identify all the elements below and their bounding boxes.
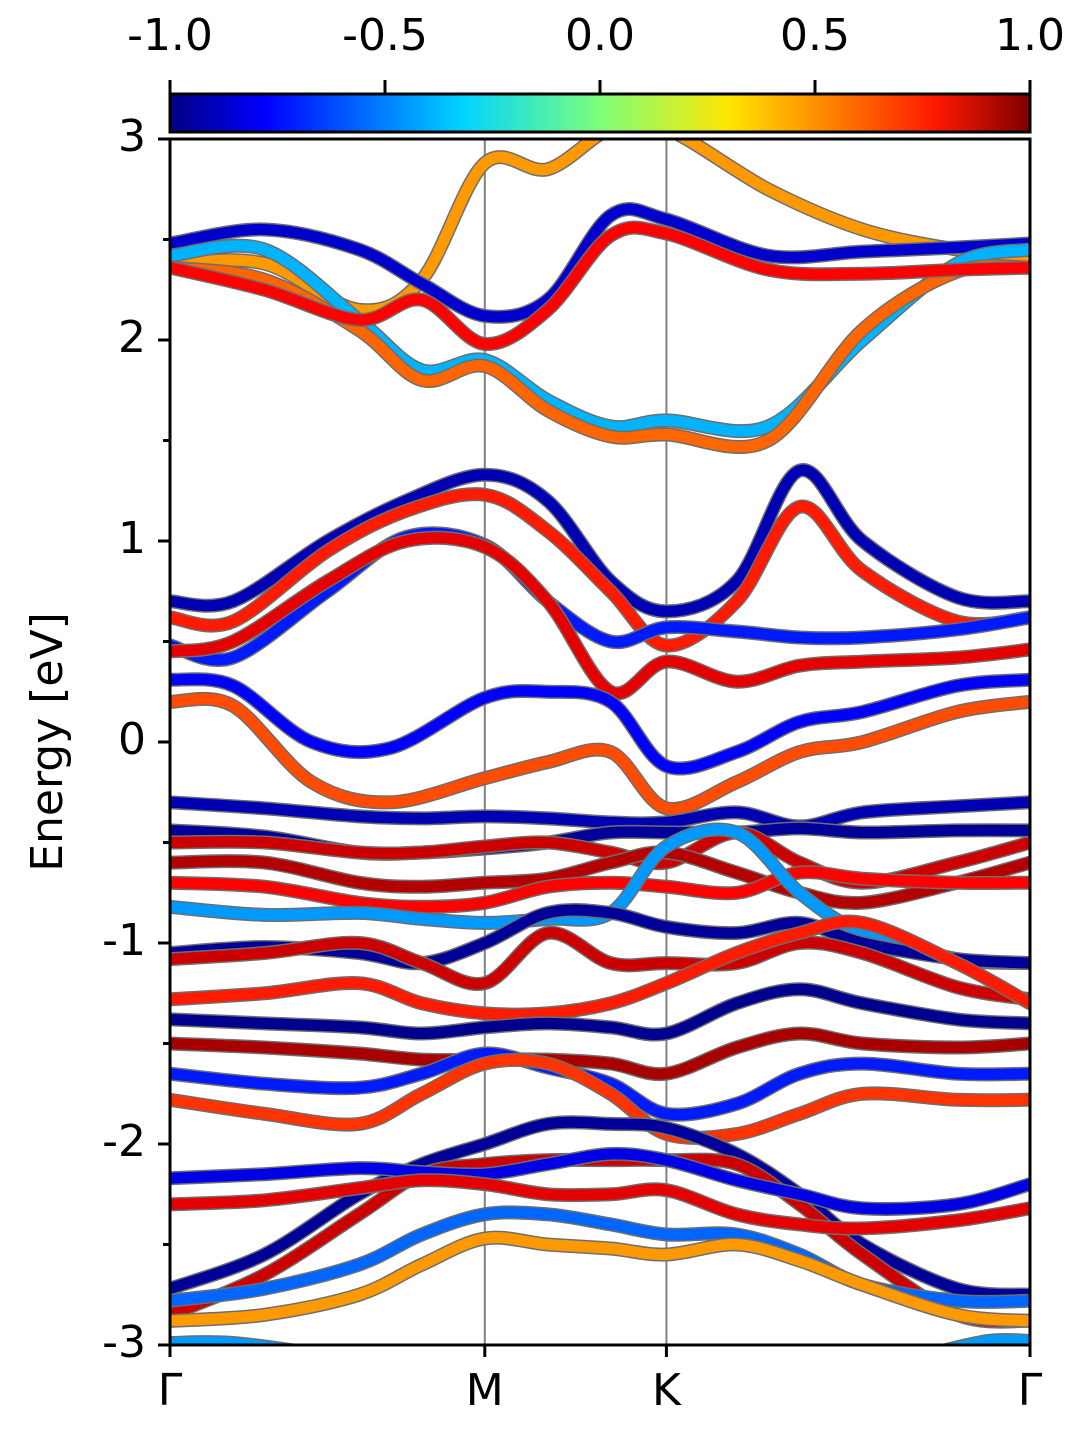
colorbar: -1.0 -0.5 0.0 0.5 1.0 <box>127 10 1065 134</box>
y-axis-title: Energy [eV] <box>22 612 73 872</box>
colorbar-tick-label: 0.5 <box>780 10 850 61</box>
y-tick-label: -1 <box>102 915 146 966</box>
y-tick-label: -3 <box>102 1317 146 1368</box>
plot-area: -3 -2 -1 0 1 2 3 Γ M K Γ Energy [eV] <box>22 111 1043 1416</box>
band-line <box>170 1148 1030 1215</box>
bands-layer <box>170 139 1030 1345</box>
band-line <box>170 203 1030 323</box>
band-line <box>943 1334 1030 1345</box>
colorbar-tick-label: 1.0 <box>995 10 1065 61</box>
band-line <box>170 1027 1030 1080</box>
band-line <box>170 1336 294 1345</box>
band-line <box>170 532 1030 699</box>
band-line <box>170 527 1030 666</box>
band-line <box>170 846 1030 909</box>
x-tick-label: Γ <box>1018 1365 1043 1416</box>
x-tick-label: Γ <box>158 1365 183 1416</box>
band-line <box>170 1232 1030 1327</box>
y-tick-label: 0 <box>118 714 146 765</box>
colorbar-tick-label: -1.0 <box>127 10 213 61</box>
band-line <box>170 796 1030 832</box>
band-line <box>170 488 1030 652</box>
band-line <box>170 1047 1030 1121</box>
colorbar-ticks: -1.0 -0.5 0.0 0.5 1.0 <box>127 10 1065 94</box>
band-line <box>170 983 1030 1040</box>
colorbar-tick-label: -0.5 <box>342 10 428 61</box>
y-tick-label: -2 <box>102 1116 146 1167</box>
band-line <box>170 673 1030 775</box>
y-tick-label: 1 <box>118 513 146 564</box>
y-tick-label: 2 <box>118 312 146 363</box>
band-line <box>170 1116 1030 1301</box>
band-line <box>170 693 1030 815</box>
band-line <box>170 866 1030 913</box>
band-line <box>170 916 1030 1021</box>
x-tick-label: K <box>652 1365 682 1416</box>
colorbar-tick-label: 0.0 <box>565 10 635 61</box>
band-line <box>170 240 1030 437</box>
band-line <box>170 927 1030 1005</box>
y-axis: -3 -2 -1 0 1 2 3 <box>102 111 170 1368</box>
band-line <box>170 904 1030 969</box>
x-tick-label: M <box>466 1365 504 1416</box>
colorbar-gradient <box>168 92 1032 134</box>
band-line <box>170 1174 1030 1235</box>
band-line <box>170 1054 1030 1144</box>
band-line <box>170 464 1030 617</box>
band-line <box>170 222 1030 350</box>
y-tick-label: 3 <box>118 111 146 162</box>
